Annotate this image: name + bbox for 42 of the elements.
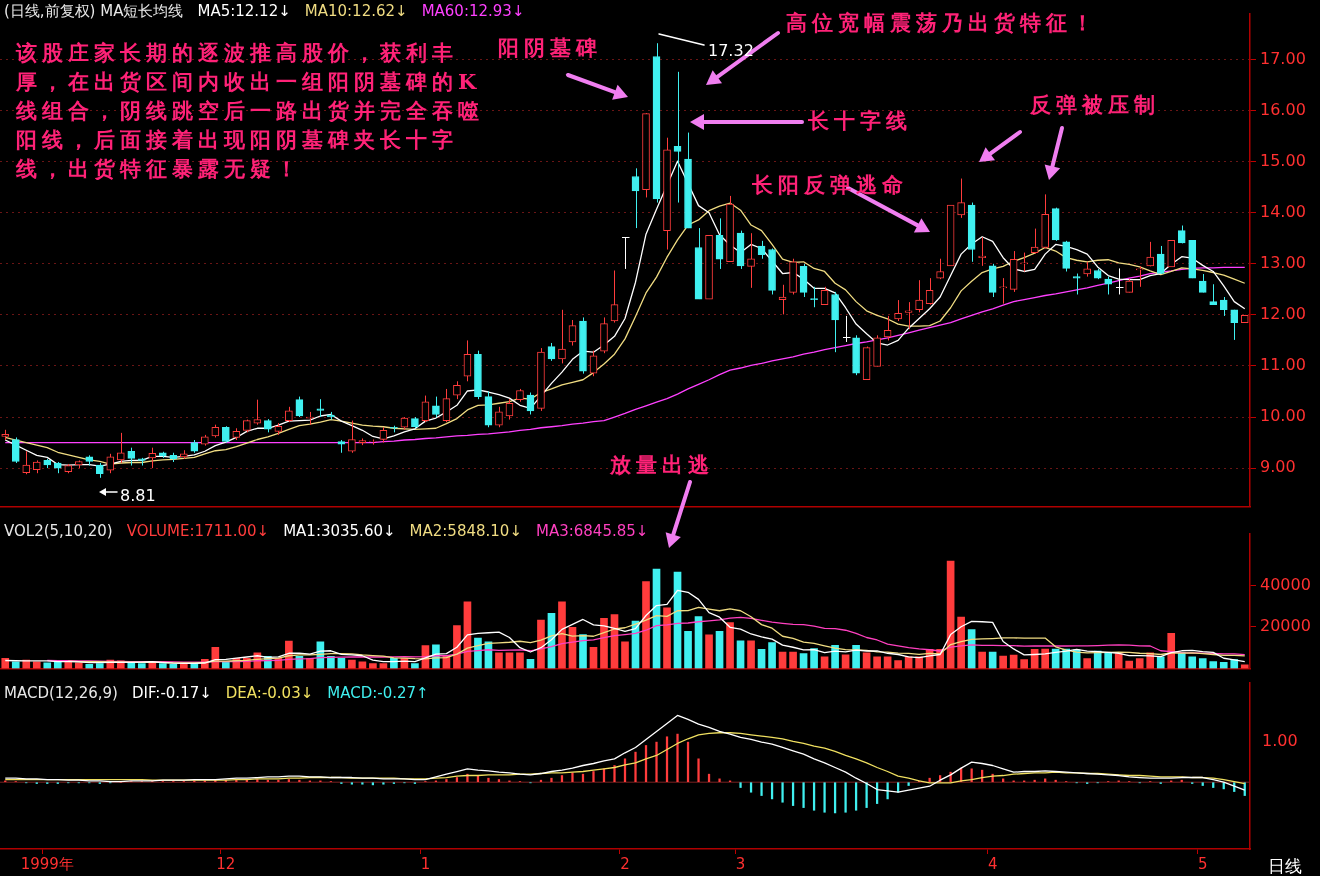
annotation: 放量出逃 <box>610 451 714 479</box>
annotation: 8.81 <box>120 485 156 507</box>
y-tick-label: 15.00 <box>1260 150 1306 170</box>
x-tick-label: 4 <box>987 854 998 873</box>
text: MA60:12.93↓ <box>421 2 525 20</box>
text: MACD:-0.27↑ <box>327 684 429 702</box>
annotation: 长阳反弹逃命 <box>752 171 908 199</box>
text: MA1:3035.60↓ <box>283 522 396 540</box>
x-tick-label: 5 <box>1197 854 1208 873</box>
chart-title: VOL2(5,10,20) <box>4 522 113 540</box>
y-tick-label: 10.00 <box>1260 406 1306 426</box>
annotation: 反弹被压制 <box>1030 91 1160 119</box>
y-tick-label: 17.00 <box>1260 48 1306 68</box>
annotation: 阳阴墓碑 <box>498 34 602 62</box>
text: DEA:-0.03↓ <box>225 684 314 702</box>
x-tick-label: 1 <box>420 854 431 873</box>
y-tick-label: 16.00 <box>1260 99 1306 119</box>
text: DIF:-0.17↓ <box>131 684 212 702</box>
chart-title: MACD(12,26,9) <box>4 684 118 702</box>
y-tick-label: 14.00 <box>1260 201 1306 221</box>
x-tick-label: 3 <box>735 854 746 873</box>
y-tick-label: 9.00 <box>1260 457 1296 477</box>
y-tick-label: 20000 <box>1260 616 1311 636</box>
annotation: 该股庄家长期的逐波推高股价，获利丰厚，在出货区间内收出一组阳阴墓碑的K线组合，阴线跳空后一路出货并完全吞噬阳线，后面接着出现阳阴墓碑夹长十字线，出货特征暴露无疑！ <box>16 39 485 183</box>
text: 1.00 <box>1262 730 1298 752</box>
x-tick-label: 1999年 <box>20 854 74 873</box>
y-tick-label: 12.00 <box>1260 304 1306 324</box>
text: MA10:12.62↓ <box>304 2 408 20</box>
annotation: 高位宽幅震荡乃出货特征！ <box>786 9 1098 37</box>
text: MA2:5848.10↓ <box>409 522 522 540</box>
x-tick-label: 2 <box>620 854 630 873</box>
y-tick-label: 13.00 <box>1260 252 1306 272</box>
x-tick-label: 12 <box>216 854 236 873</box>
text: MA3:6845.85↓ <box>535 522 649 540</box>
text: MA5:12.12↓ <box>197 2 291 20</box>
chart-title: (日线,前复权) MA短长均线 <box>4 2 184 20</box>
annotation: 17.32 <box>708 40 754 62</box>
text: VOLUME:1711.00↓ <box>126 522 270 540</box>
annotation: 长十字线 <box>808 107 912 135</box>
y-tick-label: 11.00 <box>1260 355 1306 375</box>
y-tick-label: 40000 <box>1260 574 1311 594</box>
text: 日线 <box>1268 855 1302 876</box>
